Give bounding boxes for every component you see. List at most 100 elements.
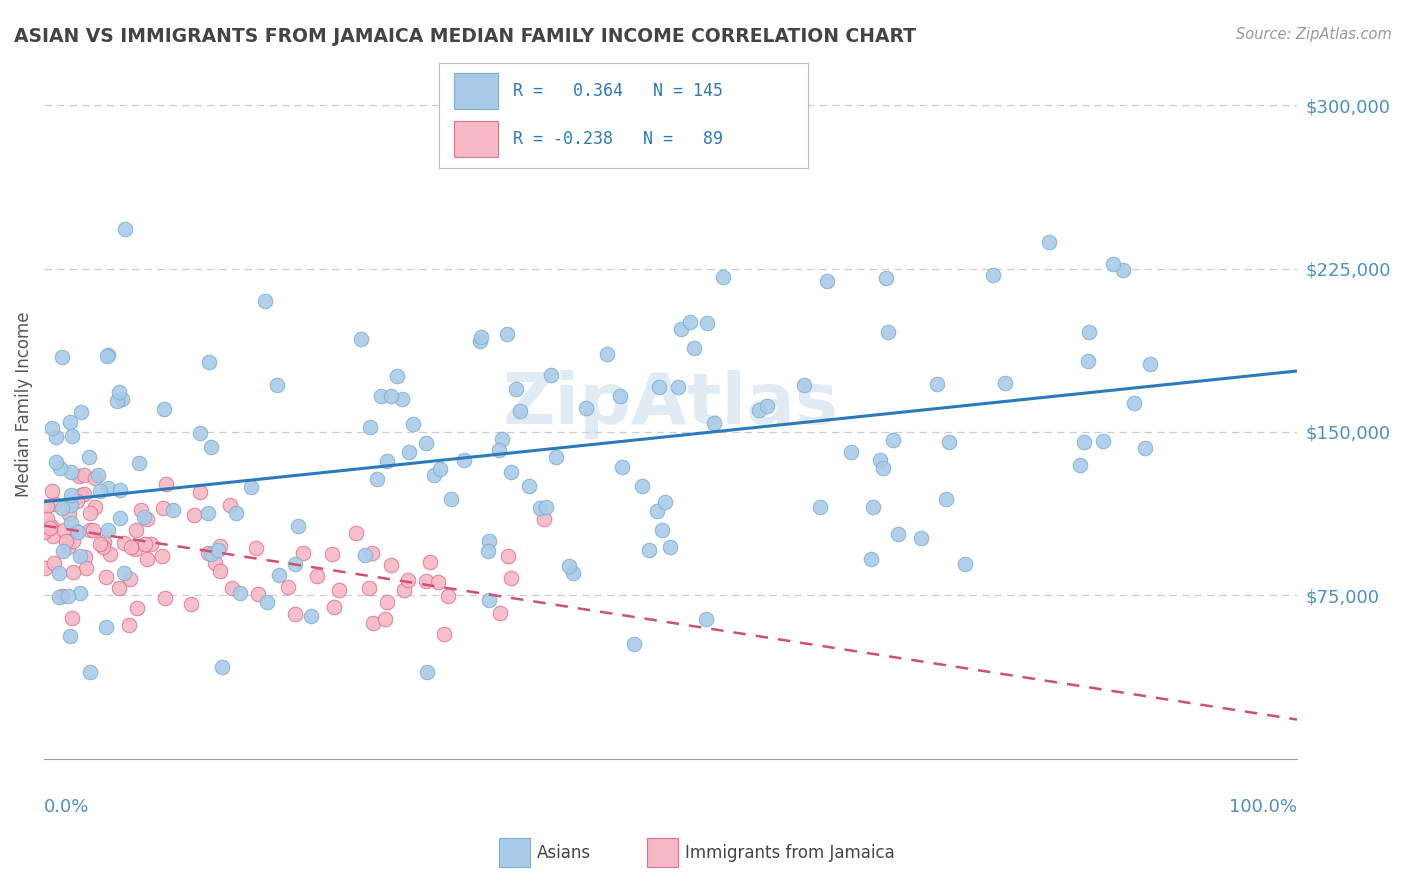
Point — [59, 415, 82, 429]
Point — [453, 453, 475, 467]
Point — [124, 541, 146, 556]
Point — [67, 469, 90, 483]
Point — [1102, 257, 1125, 271]
Point — [49, 460, 72, 475]
Point — [41, 483, 63, 498]
Point — [52, 543, 75, 558]
Point — [671, 322, 693, 336]
Point — [533, 512, 555, 526]
Point — [41, 420, 63, 434]
Point — [534, 500, 557, 515]
Point — [66, 493, 89, 508]
Point — [70, 405, 93, 419]
Point — [89, 484, 111, 499]
Point — [204, 556, 226, 570]
Point — [478, 533, 501, 548]
Point — [359, 581, 381, 595]
Point — [323, 600, 346, 615]
Point — [815, 273, 838, 287]
Point — [499, 572, 522, 586]
Point — [277, 580, 299, 594]
Point — [91, 540, 114, 554]
Point — [299, 609, 322, 624]
Point — [59, 465, 82, 479]
Point — [380, 389, 402, 403]
Y-axis label: Median Family Income: Median Family Income — [15, 312, 32, 498]
Point — [623, 637, 645, 651]
Point — [1078, 325, 1101, 339]
Point — [247, 587, 270, 601]
Point — [860, 551, 883, 566]
Point — [48, 590, 70, 604]
Point — [529, 500, 551, 515]
Point — [994, 376, 1017, 391]
Point — [153, 401, 176, 416]
Point — [1139, 357, 1161, 371]
Point — [679, 315, 702, 329]
Point — [111, 392, 134, 407]
Point — [132, 509, 155, 524]
Point — [1091, 434, 1114, 448]
Point — [366, 472, 388, 486]
Point — [94, 570, 117, 584]
Point — [42, 528, 65, 542]
Point — [245, 541, 267, 555]
Point — [877, 325, 900, 339]
Point — [419, 555, 441, 569]
Point — [328, 583, 350, 598]
Point — [51, 590, 73, 604]
Point — [927, 377, 949, 392]
Point — [284, 557, 307, 571]
Point — [1069, 458, 1091, 472]
Point — [612, 460, 634, 475]
Point — [491, 432, 513, 446]
Point — [69, 549, 91, 563]
Point — [59, 488, 82, 502]
Point — [42, 556, 65, 570]
Point — [35, 512, 58, 526]
Point — [398, 445, 420, 459]
Point — [188, 485, 211, 500]
Point — [97, 481, 120, 495]
Point — [120, 540, 142, 554]
Point — [415, 574, 437, 588]
Point — [153, 591, 176, 606]
Point — [437, 589, 460, 603]
Point — [139, 537, 162, 551]
Point — [128, 456, 150, 470]
Point — [350, 332, 373, 346]
Point — [45, 430, 67, 444]
Point — [488, 606, 510, 620]
Point — [562, 566, 585, 580]
Point — [135, 512, 157, 526]
Text: ASIAN VS IMMIGRANTS FROM JAMAICA MEDIAN FAMILY INCOME CORRELATION CHART: ASIAN VS IMMIGRANTS FROM JAMAICA MEDIAN … — [14, 27, 917, 45]
Point — [200, 441, 222, 455]
Point — [108, 384, 131, 399]
Point — [374, 612, 396, 626]
Point — [468, 334, 491, 348]
Point — [609, 389, 631, 403]
Point — [114, 222, 136, 236]
Point — [58, 507, 80, 521]
Point — [69, 487, 91, 501]
Point — [209, 540, 232, 554]
Point — [69, 586, 91, 600]
Point — [55, 533, 77, 548]
Point — [363, 615, 385, 630]
Point — [540, 368, 562, 383]
Point — [659, 540, 682, 554]
Point — [51, 501, 73, 516]
Point — [254, 294, 277, 309]
Point — [225, 507, 247, 521]
Point — [1073, 435, 1095, 450]
Point — [269, 567, 291, 582]
Point — [79, 524, 101, 538]
Point — [496, 327, 519, 342]
Point — [488, 442, 510, 457]
Point — [221, 581, 243, 595]
Point — [84, 471, 107, 485]
Point — [152, 501, 174, 516]
Point — [499, 466, 522, 480]
Point — [60, 611, 83, 625]
Text: ZipAtlas: ZipAtlas — [502, 370, 838, 439]
